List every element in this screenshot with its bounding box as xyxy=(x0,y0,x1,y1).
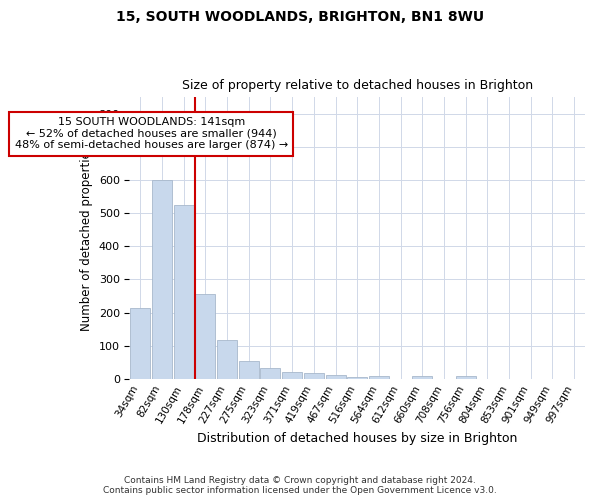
Bar xyxy=(260,368,280,378)
Bar xyxy=(456,376,476,378)
Bar xyxy=(174,205,194,378)
Bar xyxy=(369,376,389,378)
Text: 15 SOUTH WOODLANDS: 141sqm
← 52% of detached houses are smaller (944)
48% of sem: 15 SOUTH WOODLANDS: 141sqm ← 52% of deta… xyxy=(14,117,288,150)
X-axis label: Distribution of detached houses by size in Brighton: Distribution of detached houses by size … xyxy=(197,432,517,445)
Bar xyxy=(152,180,172,378)
Bar xyxy=(412,376,432,378)
Bar xyxy=(196,294,215,378)
Text: 15, SOUTH WOODLANDS, BRIGHTON, BN1 8WU: 15, SOUTH WOODLANDS, BRIGHTON, BN1 8WU xyxy=(116,10,484,24)
Bar xyxy=(326,376,346,378)
Bar xyxy=(239,362,259,378)
Text: Contains HM Land Registry data © Crown copyright and database right 2024.
Contai: Contains HM Land Registry data © Crown c… xyxy=(103,476,497,495)
Bar xyxy=(304,374,324,378)
Title: Size of property relative to detached houses in Brighton: Size of property relative to detached ho… xyxy=(182,79,533,92)
Bar xyxy=(282,372,302,378)
Bar xyxy=(130,308,151,378)
Bar xyxy=(347,377,367,378)
Bar xyxy=(217,340,237,378)
Y-axis label: Number of detached properties: Number of detached properties xyxy=(80,145,93,331)
